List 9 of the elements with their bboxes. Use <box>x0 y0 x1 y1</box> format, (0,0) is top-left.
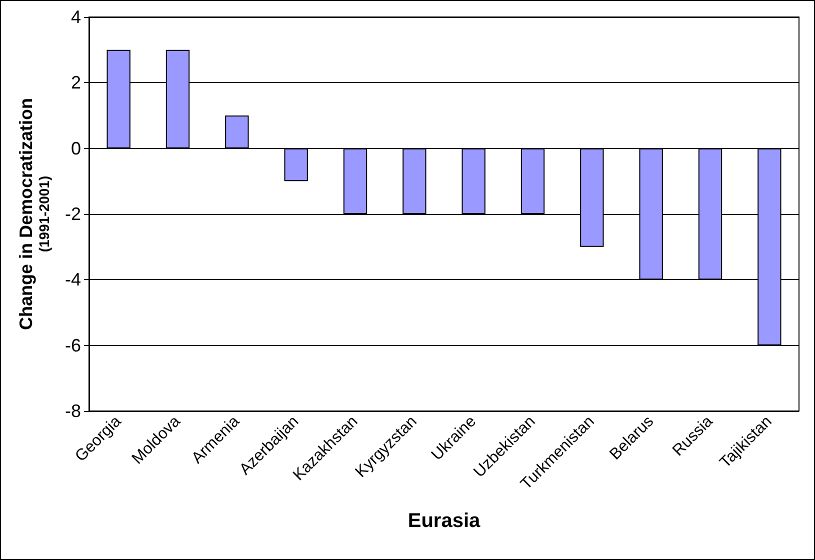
y-tick-label: -4 <box>64 270 81 290</box>
y-axis-title: Change in Democratization (1991-2001) <box>16 98 52 330</box>
y-tick-label: -2 <box>64 204 81 224</box>
y-tick-label: -6 <box>64 335 81 356</box>
y-tick-label: 0 <box>70 138 81 158</box>
y-tick-label: 2 <box>70 72 81 93</box>
x-axis-title: Eurasia <box>408 510 482 532</box>
y-tick-label: -8 <box>64 401 81 421</box>
y-tick-label: 4 <box>70 7 81 27</box>
